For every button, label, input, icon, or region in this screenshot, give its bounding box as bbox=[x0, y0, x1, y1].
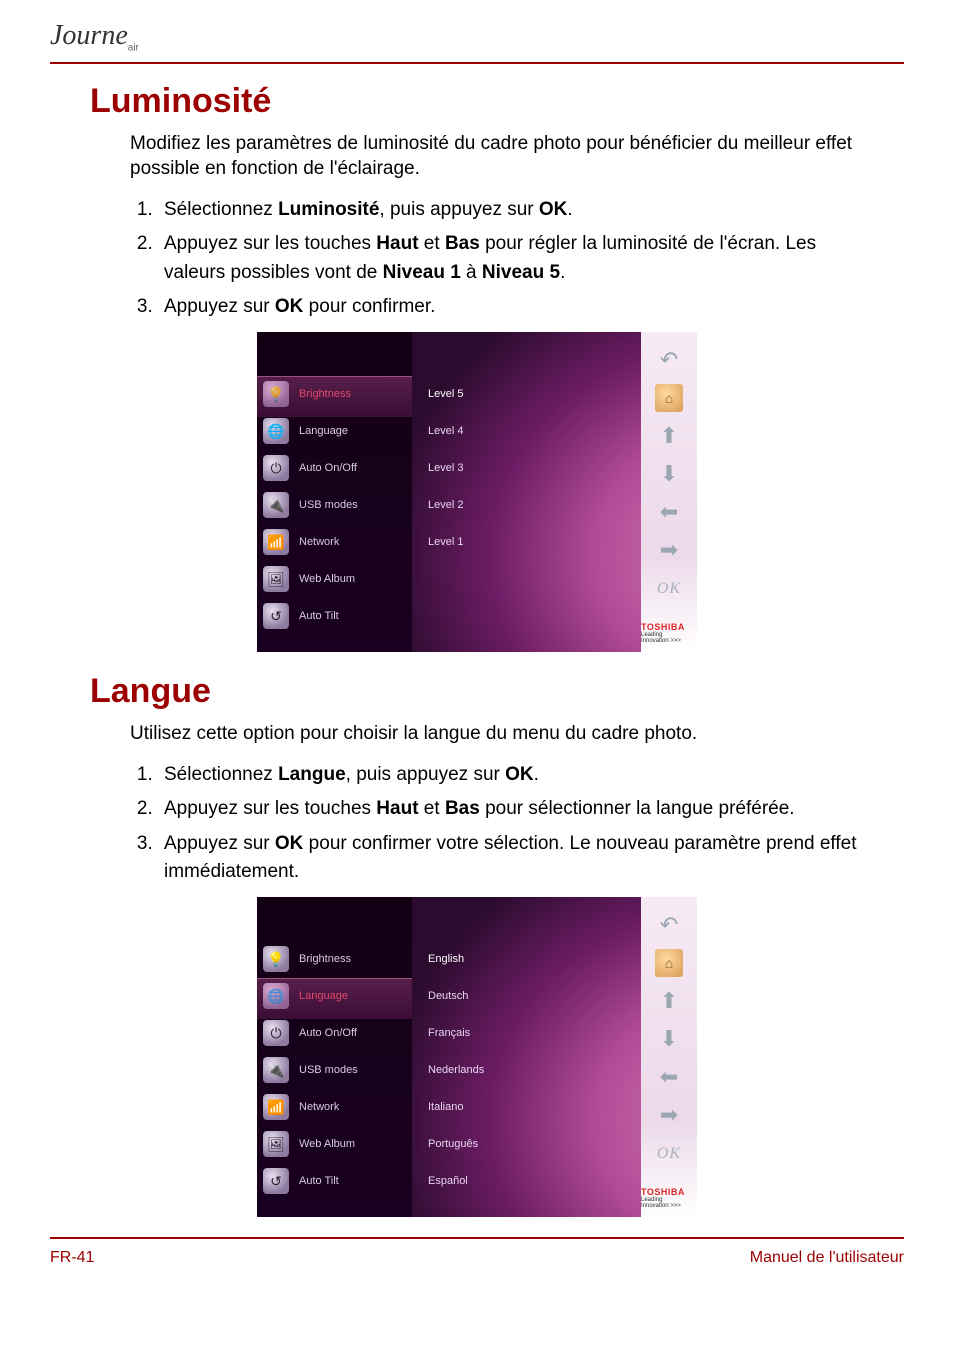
steps-language: Sélectionnez Langue, puis appuyez sur OK… bbox=[130, 761, 864, 887]
menu-item-icon: 🖼 bbox=[263, 566, 289, 592]
step: Appuyez sur OK pour confirmer votre séle… bbox=[158, 830, 864, 887]
brand-logo: Journeair bbox=[50, 20, 139, 54]
ok-button[interactable]: OK bbox=[657, 580, 681, 598]
device-menu-item[interactable]: 🔌 USB modes bbox=[257, 1052, 412, 1089]
menu-item-label: USB modes bbox=[299, 1064, 358, 1076]
page-footer: FR-41 Manuel de l'utilisateur bbox=[50, 1237, 904, 1267]
menu-item-label: Network bbox=[299, 536, 339, 548]
step: Appuyez sur OK pour confirmer. bbox=[158, 293, 864, 322]
page-header: Journeair bbox=[50, 20, 904, 64]
menu-item-label: Auto On/Off bbox=[299, 462, 357, 474]
menu-item-icon: ↺ bbox=[263, 603, 289, 629]
doc-title: Manuel de l'utilisateur bbox=[750, 1249, 904, 1267]
brand-suffix: air bbox=[128, 43, 139, 54]
step: Appuyez sur les touches Haut et Bas pour… bbox=[158, 795, 864, 824]
device-menu-item[interactable]: 💡 Brightness bbox=[257, 941, 412, 978]
menu-item-label: Web Album bbox=[299, 573, 355, 585]
menu-item-icon: ↺ bbox=[263, 1168, 289, 1194]
menu-item-label: Network bbox=[299, 1101, 339, 1113]
device-menu-item[interactable]: 🖼 Web Album bbox=[257, 1126, 412, 1163]
device-menu-item[interactable]: 📶 Network bbox=[257, 524, 412, 561]
device-side-panel: ↶ ⌂ ⬆ ⬇ ⬅ ➡ OK TOSHIBALeading Innovation >>> bbox=[641, 332, 697, 652]
menu-item-label: Brightness bbox=[299, 953, 351, 965]
down-icon[interactable]: ⬇ bbox=[655, 460, 683, 488]
menu-item-icon: 🔌 bbox=[263, 1057, 289, 1083]
menu-item-label: Auto On/Off bbox=[299, 1027, 357, 1039]
screenshot-brightness: 💡Brightness🌐Language⏻Auto On/Off🔌USB mod… bbox=[257, 332, 697, 652]
toshiba-brand: TOSHIBALeading Innovation >>> bbox=[641, 1187, 691, 1209]
step: Sélectionnez Luminosité, puis appuyez su… bbox=[158, 196, 864, 225]
right-icon[interactable]: ➡ bbox=[655, 1101, 683, 1129]
up-icon[interactable]: ⬆ bbox=[655, 422, 683, 450]
device-menu-item[interactable]: ↺ Auto Tilt bbox=[257, 1163, 412, 1200]
menu-item-icon: ⏻ bbox=[263, 1020, 289, 1046]
menu-item-icon: ⏻ bbox=[263, 455, 289, 481]
menu-item-icon: 🖼 bbox=[263, 1131, 289, 1157]
menu-item-icon: 📶 bbox=[263, 1094, 289, 1120]
menu-item-icon: 🌐 bbox=[263, 418, 289, 444]
menu-item-icon: 🔌 bbox=[263, 492, 289, 518]
intro-language: Utilisez cette option pour choisir la la… bbox=[130, 721, 864, 747]
ok-button[interactable]: OK bbox=[657, 1145, 681, 1163]
menu-item-label: Language bbox=[299, 425, 348, 437]
home-icon[interactable]: ⌂ bbox=[655, 384, 683, 412]
intro-brightness: Modifiez les paramètres de luminosité du… bbox=[130, 131, 864, 182]
back-icon[interactable]: ↶ bbox=[655, 911, 683, 939]
left-icon[interactable]: ⬅ bbox=[655, 1063, 683, 1091]
down-icon[interactable]: ⬇ bbox=[655, 1025, 683, 1053]
menu-item-label: Auto Tilt bbox=[299, 610, 339, 622]
device-menu-item[interactable]: ⏻ Auto On/Off bbox=[257, 450, 412, 487]
right-icon[interactable]: ➡ bbox=[655, 536, 683, 564]
device-menu-column: 💡Brightness🌐Language⏻Auto On/Off🔌USB mod… bbox=[257, 897, 412, 1217]
step: Appuyez sur les touches Haut et Bas pour… bbox=[158, 230, 864, 287]
section-title-brightness: Luminosité bbox=[90, 82, 904, 121]
device-menu-item[interactable]: 🖼 Web Album bbox=[257, 561, 412, 598]
page-number: FR-41 bbox=[50, 1249, 94, 1267]
brand-name: Journe bbox=[50, 20, 128, 51]
device-menu-item[interactable]: 🔌 USB modes bbox=[257, 487, 412, 524]
step: Sélectionnez Langue, puis appuyez sur OK… bbox=[158, 761, 864, 790]
back-icon[interactable]: ↶ bbox=[655, 346, 683, 374]
menu-item-label: Auto Tilt bbox=[299, 1175, 339, 1187]
toshiba-brand: TOSHIBALeading Innovation >>> bbox=[641, 622, 691, 644]
up-icon[interactable]: ⬆ bbox=[655, 987, 683, 1015]
device-menu-item[interactable]: 📶 Network bbox=[257, 1089, 412, 1126]
device-side-panel: ↶ ⌂ ⬆ ⬇ ⬅ ➡ OK TOSHIBALeading Innovation >>> bbox=[641, 897, 697, 1217]
left-icon[interactable]: ⬅ bbox=[655, 498, 683, 526]
steps-brightness: Sélectionnez Luminosité, puis appuyez su… bbox=[130, 196, 864, 322]
menu-item-label: USB modes bbox=[299, 499, 358, 511]
menu-item-icon: 💡 bbox=[263, 946, 289, 972]
menu-item-label: Web Album bbox=[299, 1138, 355, 1150]
device-menu-item[interactable]: 🌐 Language bbox=[257, 413, 412, 450]
device-menu-item[interactable]: ⏻ Auto On/Off bbox=[257, 1015, 412, 1052]
device-menu-item[interactable]: ↺ Auto Tilt bbox=[257, 598, 412, 635]
home-icon[interactable]: ⌂ bbox=[655, 949, 683, 977]
screenshot-language: 💡Brightness🌐Language⏻Auto On/Off🔌USB mod… bbox=[257, 897, 697, 1217]
section-title-language: Langue bbox=[90, 672, 904, 711]
menu-item-icon: 📶 bbox=[263, 529, 289, 555]
